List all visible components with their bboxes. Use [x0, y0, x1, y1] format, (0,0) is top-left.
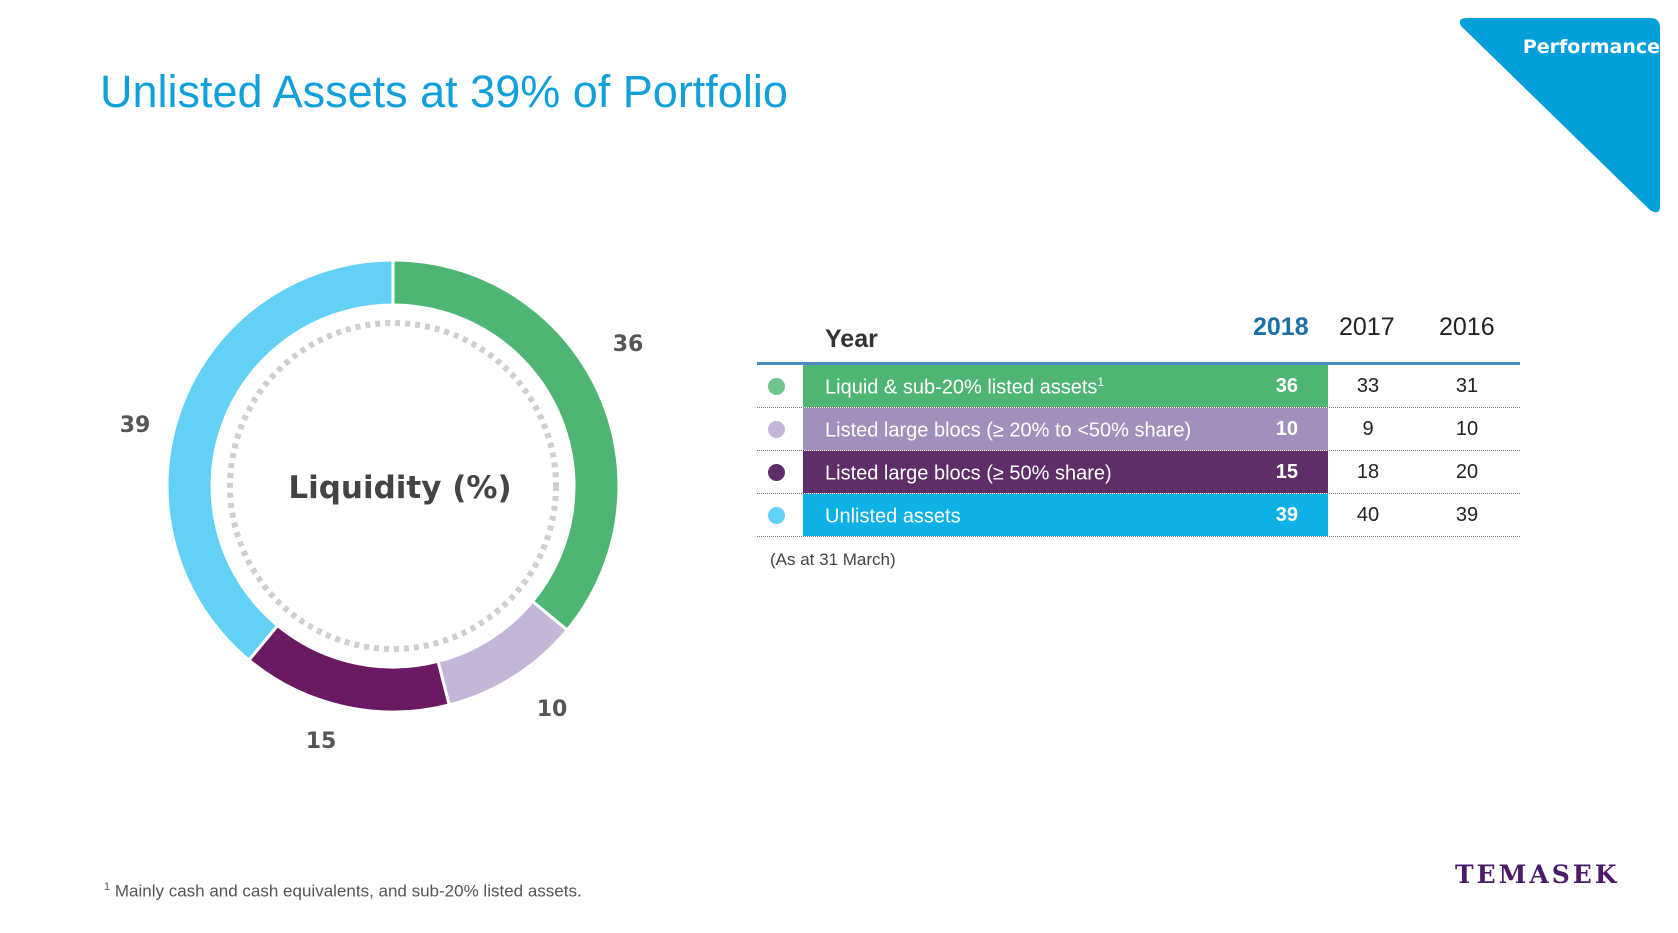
donut-segment-0 [391, 258, 621, 633]
section-tab-label: Performance [1522, 36, 1660, 58]
table-header: Year 2018 2017 2016 [757, 300, 1520, 365]
value-2017: 18 [1356, 461, 1380, 483]
table-row: Listed large blocs (≥ 20% to <50% share)… [757, 408, 1520, 451]
legend-dot-icon [768, 378, 785, 395]
table-row: Liquid & sub-20% listed assets1 36 33 31 [757, 365, 1520, 408]
data-label-unlisted: 39 [120, 413, 151, 438]
category-cell: Unlisted assets 39 [803, 494, 1328, 536]
page-title: Unlisted Assets at 39% of Portfolio [100, 66, 788, 117]
value-2018: 36 [1275, 375, 1298, 397]
liquidity-donut-chart: Liquidity (%) 36 10 15 39 [120, 258, 644, 754]
category-name: Liquid & sub-20% listed assets [825, 376, 1098, 399]
year-2017: 2017 [1339, 313, 1395, 341]
dotted-inner-ring [227, 320, 559, 652]
center-label: Liquidity (%) [288, 470, 511, 506]
section-tab-shape [1459, 18, 1660, 213]
value-2018: 39 [1275, 504, 1298, 526]
category-name: Listed large blocs (≥ 50% share) [825, 462, 1112, 485]
year-2018: 2018 [1253, 313, 1309, 341]
footnote: 1 Mainly cash and cash equivalents, and … [104, 881, 582, 902]
year-header: Year [825, 325, 878, 353]
category-name: Listed large blocs (≥ 20% to <50% share) [825, 419, 1192, 442]
category-label: Listed large blocs (≥ 50% share) [825, 461, 1112, 486]
table-row: Unlisted assets 39 40 39 [757, 494, 1520, 537]
legend-dot-icon [768, 421, 785, 438]
donut-segment-3 [165, 258, 395, 663]
donut-segment-1 [436, 599, 570, 707]
value-2017: 9 [1362, 418, 1374, 440]
legend-dot-icon [768, 464, 785, 481]
data-label-listed-50: 15 [306, 729, 337, 754]
category-cell: Liquid & sub-20% listed assets1 36 [803, 365, 1328, 407]
category-label: Liquid & sub-20% listed assets1 [825, 375, 1104, 400]
category-label: Listed large blocs (≥ 20% to <50% share) [825, 418, 1191, 443]
donut-segment-2 [246, 623, 452, 714]
value-2016: 39 [1455, 504, 1479, 526]
category-cell: Listed large blocs (≥ 20% to <50% share)… [803, 408, 1328, 450]
data-label-liquid: 36 [613, 332, 644, 357]
data-label-listed-20-50: 10 [537, 697, 568, 722]
footnote-mark: 1 [104, 881, 111, 893]
value-2018: 10 [1275, 418, 1298, 440]
value-2016: 31 [1455, 375, 1479, 397]
category-name: Unlisted assets [825, 505, 961, 528]
value-2017: 40 [1356, 504, 1380, 526]
liquidity-table: Year 2018 2017 2016 Liquid & sub-20% lis… [757, 300, 1520, 537]
year-2016: 2016 [1439, 313, 1495, 341]
footnote-ref: 1 [1097, 375, 1105, 389]
category-label: Unlisted assets [825, 504, 961, 529]
category-cell: Listed large blocs (≥ 50% share) 15 [803, 451, 1328, 493]
value-2016: 10 [1455, 418, 1479, 440]
legend-dot-icon [768, 507, 785, 524]
table-row: Listed large blocs (≥ 50% share) 15 18 2… [757, 451, 1520, 494]
footnote-text: Mainly cash and cash equivalents, and su… [114, 881, 582, 901]
as-at-note: (As at 31 March) [770, 550, 896, 569]
value-2017: 33 [1356, 375, 1380, 397]
value-2016: 20 [1455, 461, 1479, 483]
temasek-logo: TEMASEK [1455, 860, 1620, 889]
value-2018: 15 [1275, 461, 1298, 483]
